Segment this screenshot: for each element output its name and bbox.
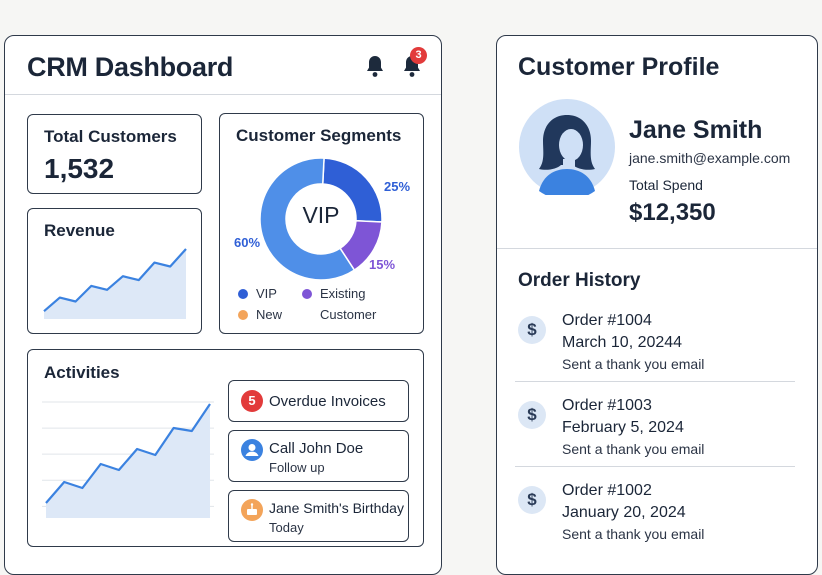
order-item[interactable]: $ Order #1003 February 5, 2024 Sent a th… (515, 397, 795, 477)
order-date: January 20, 2024 (562, 504, 686, 521)
customer-name: Jane Smith (629, 116, 763, 144)
order-history-title: Order History (518, 270, 641, 291)
trend-line (43, 248, 187, 313)
activity-title: Call John Doe (269, 440, 364, 457)
order-item[interactable]: $ Order #1002 January 20, 2024 Sent a th… (515, 482, 795, 562)
customer-email[interactable]: jane.smith@example.com (629, 150, 791, 166)
legend-new-text: New (256, 307, 283, 322)
dashboard-title: CRM Dashboard (27, 52, 234, 82)
order-divider (515, 466, 795, 467)
cake-icon (241, 499, 263, 521)
legend-vip-dot (238, 289, 248, 299)
order-date: March 10, 20244 (562, 334, 683, 351)
order-note: Sent a thank you email (562, 441, 705, 457)
activity-overdue-invoices[interactable]: 5 Overdue Invoices (228, 380, 409, 422)
total-customers-value: 1,532 (44, 153, 115, 184)
order-divider (515, 381, 795, 382)
order-note: Sent a thank you email (562, 526, 705, 542)
activity-subtitle: Today (269, 520, 304, 535)
revenue-card[interactable]: Revenue (27, 208, 202, 334)
total-spend-value: $12,350 (629, 199, 716, 226)
trend-line (45, 403, 211, 504)
activity-call-john-doe[interactable]: Call John Doe Follow up (228, 430, 409, 482)
total-customers-card[interactable]: Total Customers 1,532 (27, 114, 202, 194)
order-id: Order #1002 (562, 482, 652, 499)
activities-card: Activities 5 Overdue Invoices Call John … (27, 349, 424, 547)
order-id: Order #1004 (562, 312, 652, 329)
legend-existing-dot (302, 289, 312, 299)
segments-donut-chart (259, 157, 383, 281)
customer-segments-card[interactable]: Customer Segments VIP 25% 15% 60% VIP Ex… (219, 113, 424, 334)
user-icon (241, 439, 263, 461)
order-item[interactable]: $ Order #1004 March 10, 20244 Sent a tha… (515, 312, 795, 392)
crm-dashboard-panel: CRM Dashboard 3 Total Customers 1,532 Re… (4, 35, 442, 575)
activity-title: Jane Smith's Birthday (269, 500, 404, 516)
legend-customer-text: Customer (320, 307, 377, 322)
legend-vip-text: VIP (256, 286, 277, 301)
activity-birthday[interactable]: Jane Smith's Birthday Today (228, 490, 409, 542)
activity-title: Overdue Invoices (269, 393, 386, 410)
profile-divider (497, 248, 817, 249)
order-date: February 5, 2024 (562, 419, 684, 436)
dollar-icon: $ (518, 316, 546, 344)
revenue-label: Revenue (44, 221, 115, 240)
header-divider (5, 94, 441, 95)
activities-chart (42, 401, 214, 518)
notification-count-badge: 3 (410, 47, 427, 64)
activities-label: Activities (44, 363, 120, 382)
donut-center-label: VIP (302, 202, 340, 228)
avatar (519, 99, 615, 195)
bell-icon[interactable] (365, 54, 385, 78)
profile-title: Customer Profile (518, 53, 720, 81)
donut-slice-new (259, 157, 356, 281)
order-id: Order #1003 (562, 397, 652, 414)
legend-existing-text: Existing (320, 286, 366, 301)
total-customers-label: Total Customers (44, 127, 177, 146)
dollar-icon: $ (518, 401, 546, 429)
vip-percent-label: 25% (384, 179, 411, 194)
overdue-count-badge: 5 (241, 390, 263, 412)
dollar-icon: $ (518, 486, 546, 514)
existing-percent-label: 15% (369, 257, 396, 272)
customer-profile-panel: Customer Profile Jane Smith jane.smith@e… (496, 35, 818, 575)
activity-subtitle: Follow up (269, 460, 325, 475)
total-spend-label: Total Spend (629, 177, 703, 193)
order-note: Sent a thank you email (562, 356, 705, 372)
legend-new-dot (238, 310, 248, 320)
revenue-sparkline (43, 248, 187, 319)
segments-label: Customer Segments (236, 126, 402, 145)
new-percent-label: 60% (234, 235, 261, 250)
